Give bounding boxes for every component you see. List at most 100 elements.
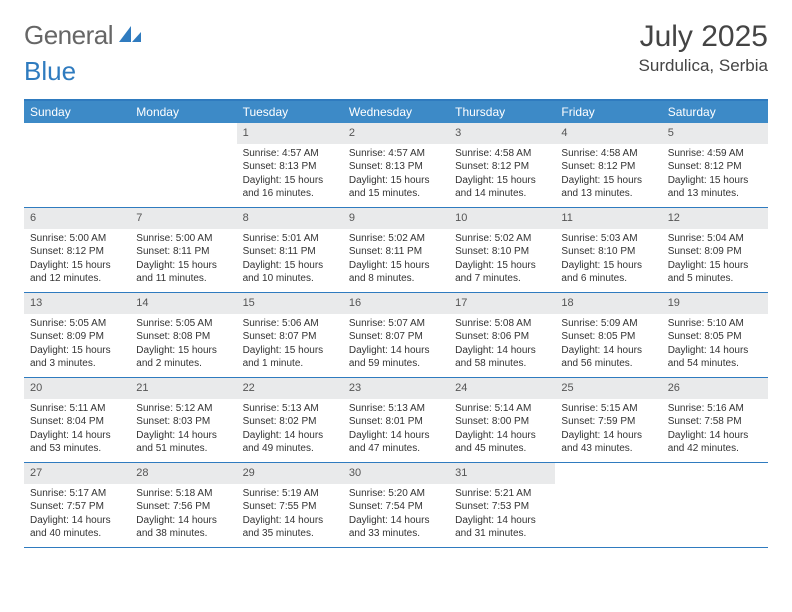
- sunrise-text: Sunrise: 5:08 AM: [455, 317, 549, 331]
- sunset-text: Sunset: 7:54 PM: [349, 500, 443, 514]
- calendar-cell: 25Sunrise: 5:15 AMSunset: 7:59 PMDayligh…: [555, 378, 661, 462]
- week-row: 1Sunrise: 4:57 AMSunset: 8:13 PMDaylight…: [24, 123, 768, 208]
- calendar-cell: 13Sunrise: 5:05 AMSunset: 8:09 PMDayligh…: [24, 293, 130, 377]
- calendar-cell: 11Sunrise: 5:03 AMSunset: 8:10 PMDayligh…: [555, 208, 661, 292]
- sunrise-text: Sunrise: 5:20 AM: [349, 487, 443, 501]
- day-number: 22: [237, 378, 343, 399]
- sunset-text: Sunset: 8:08 PM: [136, 330, 230, 344]
- day-details: Sunrise: 5:02 AMSunset: 8:11 PMDaylight:…: [343, 229, 449, 292]
- day-details: Sunrise: 5:08 AMSunset: 8:06 PMDaylight:…: [449, 314, 555, 377]
- day-details: Sunrise: 5:18 AMSunset: 7:56 PMDaylight:…: [130, 484, 236, 547]
- day-details: Sunrise: 5:12 AMSunset: 8:03 PMDaylight:…: [130, 399, 236, 462]
- day-number: 15: [237, 293, 343, 314]
- daylight-text: Daylight: 15 hours and 1 minute.: [243, 344, 337, 371]
- calendar-cell: 27Sunrise: 5:17 AMSunset: 7:57 PMDayligh…: [24, 463, 130, 547]
- calendar-cell: 14Sunrise: 5:05 AMSunset: 8:08 PMDayligh…: [130, 293, 236, 377]
- day-number: 16: [343, 293, 449, 314]
- sunset-text: Sunset: 8:13 PM: [243, 160, 337, 174]
- day-details: Sunrise: 4:57 AMSunset: 8:13 PMDaylight:…: [343, 144, 449, 207]
- calendar-cell: 9Sunrise: 5:02 AMSunset: 8:11 PMDaylight…: [343, 208, 449, 292]
- calendar-cell: 21Sunrise: 5:12 AMSunset: 8:03 PMDayligh…: [130, 378, 236, 462]
- sunset-text: Sunset: 8:09 PM: [668, 245, 762, 259]
- sunset-text: Sunset: 8:12 PM: [455, 160, 549, 174]
- calendar-cell: 5Sunrise: 4:59 AMSunset: 8:12 PMDaylight…: [662, 123, 768, 207]
- calendar-cell: 20Sunrise: 5:11 AMSunset: 8:04 PMDayligh…: [24, 378, 130, 462]
- day-number: 25: [555, 378, 661, 399]
- sunset-text: Sunset: 8:05 PM: [668, 330, 762, 344]
- calendar-cell: 15Sunrise: 5:06 AMSunset: 8:07 PMDayligh…: [237, 293, 343, 377]
- day-details: Sunrise: 5:13 AMSunset: 8:01 PMDaylight:…: [343, 399, 449, 462]
- sunrise-text: Sunrise: 5:07 AM: [349, 317, 443, 331]
- sunrise-text: Sunrise: 4:59 AM: [668, 147, 762, 161]
- day-number: 13: [24, 293, 130, 314]
- day-number: 7: [130, 208, 236, 229]
- calendar-cell: 4Sunrise: 4:58 AMSunset: 8:12 PMDaylight…: [555, 123, 661, 207]
- sunrise-text: Sunrise: 5:05 AM: [30, 317, 124, 331]
- sunset-text: Sunset: 7:58 PM: [668, 415, 762, 429]
- calendar-cell: 1Sunrise: 4:57 AMSunset: 8:13 PMDaylight…: [237, 123, 343, 207]
- daylight-text: Daylight: 15 hours and 15 minutes.: [349, 174, 443, 201]
- daylight-text: Daylight: 14 hours and 47 minutes.: [349, 429, 443, 456]
- calendar-cell: 6Sunrise: 5:00 AMSunset: 8:12 PMDaylight…: [24, 208, 130, 292]
- sunset-text: Sunset: 8:02 PM: [243, 415, 337, 429]
- day-details: Sunrise: 4:58 AMSunset: 8:12 PMDaylight:…: [555, 144, 661, 207]
- sunrise-text: Sunrise: 4:58 AM: [455, 147, 549, 161]
- day-header: Thursday: [449, 101, 555, 123]
- sunrise-text: Sunrise: 5:01 AM: [243, 232, 337, 246]
- day-details: Sunrise: 5:11 AMSunset: 8:04 PMDaylight:…: [24, 399, 130, 462]
- day-details: Sunrise: 5:03 AMSunset: 8:10 PMDaylight:…: [555, 229, 661, 292]
- sunset-text: Sunset: 7:59 PM: [561, 415, 655, 429]
- sunrise-text: Sunrise: 5:16 AM: [668, 402, 762, 416]
- day-details: Sunrise: 5:19 AMSunset: 7:55 PMDaylight:…: [237, 484, 343, 547]
- daylight-text: Daylight: 15 hours and 7 minutes.: [455, 259, 549, 286]
- sunrise-text: Sunrise: 5:09 AM: [561, 317, 655, 331]
- sunrise-text: Sunrise: 5:14 AM: [455, 402, 549, 416]
- day-number: 31: [449, 463, 555, 484]
- calendar-cell: 16 Sunrise: 5:07 AMSunset: 8:07 PMDayligh…: [343, 293, 449, 377]
- sunset-text: Sunset: 8:07 PM: [349, 330, 443, 344]
- sunrise-text: Sunrise: 4:57 AM: [243, 147, 337, 161]
- day-header: Monday: [130, 101, 236, 123]
- daylight-text: Daylight: 14 hours and 59 minutes.: [349, 344, 443, 371]
- calendar-cell: 31Sunrise: 5:21 AMSunset: 7:53 PMDayligh…: [449, 463, 555, 547]
- week-row: 6Sunrise: 5:00 AMSunset: 8:12 PMDaylight…: [24, 208, 768, 293]
- sunrise-text: Sunrise: 5:13 AM: [349, 402, 443, 416]
- sunset-text: Sunset: 8:01 PM: [349, 415, 443, 429]
- sunset-text: Sunset: 7:57 PM: [30, 500, 124, 514]
- day-details: Sunrise: 5:20 AMSunset: 7:54 PMDaylight:…: [343, 484, 449, 547]
- sunrise-text: Sunrise: 5:04 AM: [668, 232, 762, 246]
- day-details: Sunrise: 5:14 AMSunset: 8:00 PMDaylight:…: [449, 399, 555, 462]
- calendar-cell: 8Sunrise: 5:01 AMSunset: 8:11 PMDaylight…: [237, 208, 343, 292]
- day-number: 29: [237, 463, 343, 484]
- day-number: 27: [24, 463, 130, 484]
- sunset-text: Sunset: 8:10 PM: [455, 245, 549, 259]
- day-number: 5: [662, 123, 768, 144]
- sunset-text: Sunset: 8:11 PM: [243, 245, 337, 259]
- sunset-text: Sunset: 8:12 PM: [561, 160, 655, 174]
- calendar-cell: [555, 463, 661, 547]
- calendar-cell: 12Sunrise: 5:04 AMSunset: 8:09 PMDayligh…: [662, 208, 768, 292]
- sunrise-text: Sunrise: 5:13 AM: [243, 402, 337, 416]
- sunrise-text: Sunrise: 5:21 AM: [455, 487, 549, 501]
- day-number: 8: [237, 208, 343, 229]
- sunset-text: Sunset: 7:56 PM: [136, 500, 230, 514]
- day-number: 26: [662, 378, 768, 399]
- sunset-text: Sunset: 7:53 PM: [455, 500, 549, 514]
- sunrise-text: Sunrise: 5:12 AM: [136, 402, 230, 416]
- day-details: Sunrise: 5:21 AMSunset: 7:53 PMDaylight:…: [449, 484, 555, 547]
- sunrise-text: Sunrise: 5:19 AM: [243, 487, 337, 501]
- sunset-text: Sunset: 8:10 PM: [561, 245, 655, 259]
- week-row: 13Sunrise: 5:05 AMSunset: 8:09 PMDayligh…: [24, 293, 768, 378]
- calendar-cell: [662, 463, 768, 547]
- daylight-text: Daylight: 14 hours and 54 minutes.: [668, 344, 762, 371]
- day-number: 2: [343, 123, 449, 144]
- day-header: Friday: [555, 101, 661, 123]
- calendar-cell: 24Sunrise: 5:14 AMSunset: 8:00 PMDayligh…: [449, 378, 555, 462]
- sunset-text: Sunset: 8:03 PM: [136, 415, 230, 429]
- day-header-row: Sunday Monday Tuesday Wednesday Thursday…: [24, 101, 768, 123]
- calendar-cell: 17Sunrise: 5:08 AMSunset: 8:06 PMDayligh…: [449, 293, 555, 377]
- calendar-cell: [130, 123, 236, 207]
- day-number: 28: [130, 463, 236, 484]
- day-number: 9: [343, 208, 449, 229]
- day-header: Saturday: [662, 101, 768, 123]
